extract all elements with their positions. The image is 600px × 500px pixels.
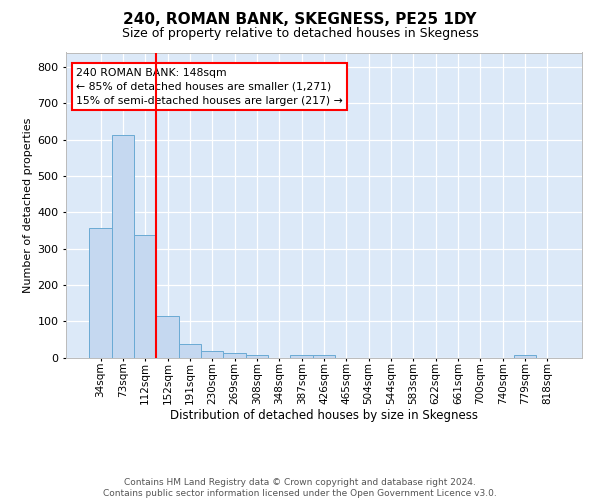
Text: Contains HM Land Registry data © Crown copyright and database right 2024.
Contai: Contains HM Land Registry data © Crown c… (103, 478, 497, 498)
Y-axis label: Number of detached properties: Number of detached properties (23, 118, 33, 292)
Text: Size of property relative to detached houses in Skegness: Size of property relative to detached ho… (122, 28, 478, 40)
X-axis label: Distribution of detached houses by size in Skegness: Distribution of detached houses by size … (170, 410, 478, 422)
Text: 240, ROMAN BANK, SKEGNESS, PE25 1DY: 240, ROMAN BANK, SKEGNESS, PE25 1DY (123, 12, 477, 28)
Bar (246, 355, 268, 358)
Bar (223, 353, 246, 358)
Bar (89, 228, 112, 358)
Bar (112, 136, 134, 358)
Bar (157, 316, 179, 358)
Bar (290, 354, 313, 358)
Bar (313, 354, 335, 358)
Text: 240 ROMAN BANK: 148sqm
← 85% of detached houses are smaller (1,271)
15% of semi-: 240 ROMAN BANK: 148sqm ← 85% of detached… (76, 68, 343, 106)
Bar (201, 351, 223, 358)
Bar (514, 355, 536, 358)
Bar (134, 235, 157, 358)
Bar (179, 344, 201, 358)
